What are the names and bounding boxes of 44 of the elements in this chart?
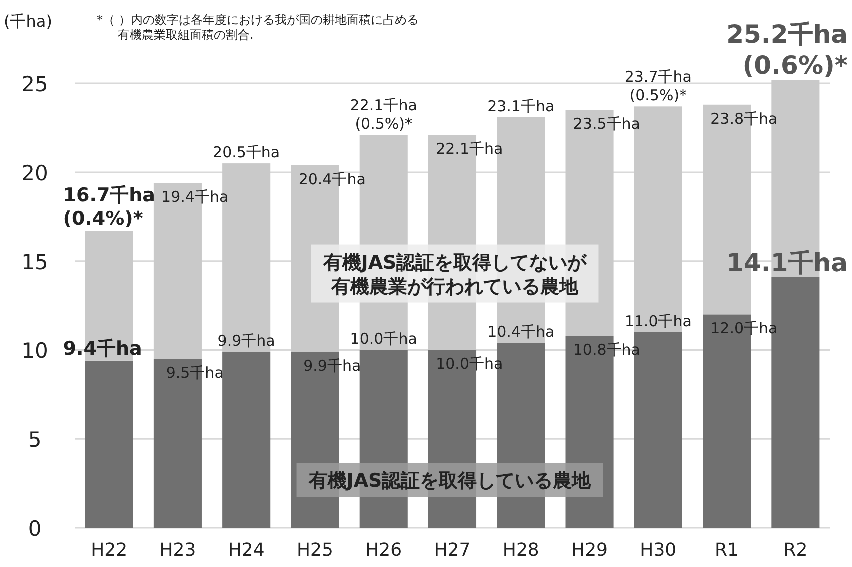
bar [222, 352, 271, 528]
total-label: 19.4千ha [162, 188, 229, 206]
x-tick-label: H25 [297, 540, 334, 561]
y-tick-label: 15 [22, 250, 48, 274]
y-tick-label: 10 [22, 339, 48, 364]
x-tick-label: H30 [640, 540, 677, 561]
text: *（ ）内の数字は各年度における我が国の耕地面積に占める有機農業取組面積の割合. [97, 13, 419, 42]
x-tick-label: R2 [784, 540, 808, 561]
x-tick-label: H22 [91, 540, 128, 561]
total-label: 20.5千ha [213, 144, 280, 162]
total-label: 22.1千ha [436, 140, 504, 158]
y-tick-label: 20 [22, 161, 48, 186]
y-tick-label: 25 [22, 72, 48, 97]
data-label: 9.4千ha [63, 338, 142, 360]
data-label: 10.4千ha [488, 323, 555, 342]
x-tick-label: H27 [434, 540, 471, 561]
x-tick-label: H24 [228, 540, 265, 561]
x-tick-label: H26 [366, 540, 402, 561]
annotation: (0.4%)* [63, 208, 144, 230]
annotation: (0.6%)* [742, 51, 848, 80]
annotation: (0.5%)* [630, 86, 688, 105]
x-tick-label: H29 [572, 540, 608, 561]
total-label: 16.7千ha [63, 184, 156, 206]
y-axis-title: (千ha) [4, 12, 52, 31]
y-tick-label: 5 [28, 428, 42, 452]
y-tick-label: 0 [28, 517, 42, 541]
x-tick-label: R1 [715, 540, 740, 561]
series-label: 有機JAS認証を取得している農地 [308, 470, 592, 492]
total-label: 20.4千ha [298, 170, 366, 188]
series-label: 有機JAS認証を取得してないが有機農業が行われている農地 [322, 252, 588, 298]
total-label: 23.7千ha [624, 68, 692, 86]
total-label: 23.1千ha [488, 97, 555, 116]
total-label: 25.2千ha [726, 20, 848, 49]
data-label: 10.0千ha [350, 330, 418, 348]
annotation: (0.5%)* [355, 115, 414, 134]
x-tick-label: H23 [160, 540, 196, 561]
bar [85, 360, 134, 528]
total-label: 22.1千ha [350, 96, 418, 114]
x-tick-label: H28 [502, 540, 540, 561]
total-label: 23.5千ha [573, 115, 640, 134]
data-label: 9.9千ha [218, 332, 276, 350]
total-label: 23.8千ha [710, 110, 778, 128]
data-label: 11.0千ha [624, 312, 692, 330]
data-label: 14.1千ha [726, 248, 848, 278]
